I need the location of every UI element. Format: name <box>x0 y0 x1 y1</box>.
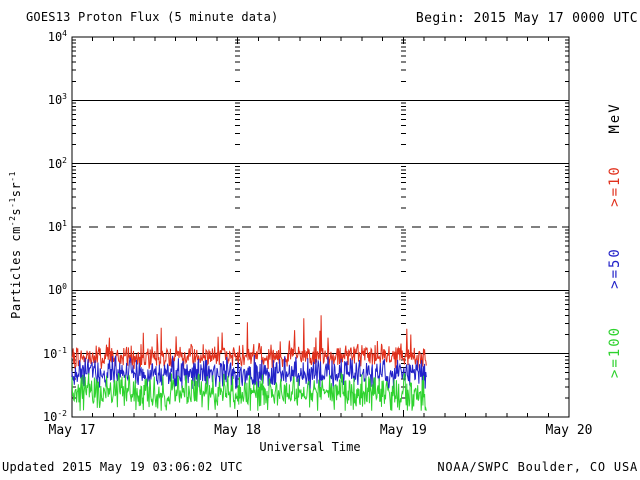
x-axis-title: Universal Time <box>259 440 361 454</box>
y-tick-label: 102 <box>47 155 67 171</box>
chart-title: GOES13 Proton Flux (5 minute data) <box>26 10 279 24</box>
y-tick-label: 10-1 <box>42 345 67 361</box>
source-attribution: NOAA/SWPC Boulder, CO USA <box>437 460 638 474</box>
x-tick-label: May 20 <box>545 423 593 438</box>
y-axis-label-text: Particles cm <box>9 226 24 319</box>
y-tick-label: 10-2 <box>42 409 67 425</box>
right-axis-unit-label: MeV <box>606 102 623 134</box>
y-tick-label: 101 <box>47 219 67 235</box>
y-tick-label: 100 <box>47 282 67 298</box>
begin-time-label: Begin: 2015 May 17 0000 UTC <box>415 11 638 26</box>
x-tick-label: May 19 <box>379 423 427 438</box>
updated-timestamp: Updated 2015 May 19 03:06:02 UTC <box>2 460 243 474</box>
legend-ge50-label: >=50 <box>606 247 623 289</box>
x-tick-label: May 18 <box>214 423 262 438</box>
y-tick-label: 104 <box>47 29 67 45</box>
x-tick-label: May 17 <box>48 423 96 438</box>
y-tick-label: 103 <box>47 92 67 108</box>
y-axis-label: Particles cm-2s-1sr-1 <box>8 171 24 319</box>
legend-ge100-label: >=100 <box>606 325 623 379</box>
legend-ge10-label: >=10 <box>606 165 623 207</box>
